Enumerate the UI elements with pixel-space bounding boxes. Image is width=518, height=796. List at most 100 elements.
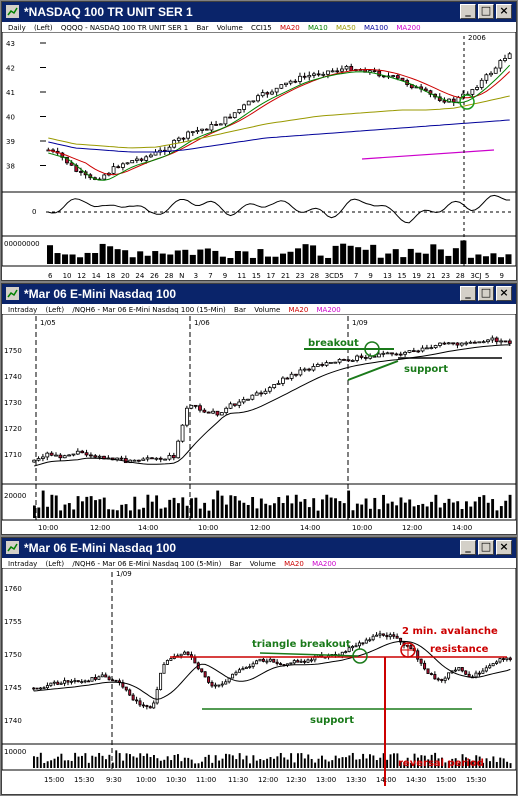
chart-legend: Daily (Left) QQQQ - NASDAQ 100 TR UNIT S… xyxy=(8,24,427,32)
candle-up xyxy=(217,684,221,687)
candle-down xyxy=(49,452,54,456)
volume-bar xyxy=(167,254,174,264)
volume-bar xyxy=(98,752,101,768)
candle-up xyxy=(125,162,130,165)
window-15min-nq: *Mar 06 E-Mini Nasdaq 100 _ □ × Intraday… xyxy=(1,283,517,535)
volume-bar xyxy=(194,763,197,768)
minimize-button[interactable]: _ xyxy=(460,4,476,19)
candle-down xyxy=(385,634,389,638)
volume-bar xyxy=(395,505,399,518)
candle-up xyxy=(292,660,296,664)
volume-bar xyxy=(50,494,54,518)
x-tick-label: 13:00 xyxy=(316,776,336,784)
candle-up xyxy=(309,659,313,662)
maximize-button[interactable]: □ xyxy=(478,4,494,19)
volume-bar xyxy=(242,251,249,264)
x-tick-label: 28 xyxy=(165,272,174,280)
candle-up xyxy=(388,634,392,638)
volume-bar xyxy=(413,753,416,768)
volume-bar xyxy=(351,752,354,768)
volume-bar xyxy=(122,760,125,768)
x-tick-label: 28 xyxy=(456,272,465,280)
volume-bar xyxy=(469,506,473,518)
volume-bar xyxy=(345,757,347,768)
minimize-button[interactable]: _ xyxy=(460,540,476,555)
candle-up xyxy=(391,75,396,78)
candle-up xyxy=(52,681,56,684)
volume-bar xyxy=(150,501,154,518)
candle-down xyxy=(501,658,505,660)
close-button[interactable]: × xyxy=(496,4,512,19)
volume-bar xyxy=(351,510,355,518)
candle-down xyxy=(399,637,403,643)
title-bar[interactable]: *Mar 06 E-Mini Nasdaq 100 _ □ × xyxy=(2,284,516,304)
candle-up xyxy=(302,368,307,371)
volume-bar xyxy=(41,490,45,518)
volume-bar xyxy=(314,762,317,768)
candle-up xyxy=(154,457,159,460)
volume-bar xyxy=(382,753,385,768)
price-pane xyxy=(2,568,516,745)
candle-up xyxy=(148,154,153,158)
candle-up xyxy=(102,174,107,180)
candle-down xyxy=(416,350,421,353)
minimize-button[interactable]: _ xyxy=(460,286,476,301)
candle-down xyxy=(76,680,80,683)
volume-bar xyxy=(325,494,329,518)
candle-up xyxy=(155,689,159,704)
volume-bar xyxy=(482,495,486,518)
volume-bar xyxy=(373,497,377,518)
candle-down xyxy=(193,404,198,407)
volume-bar xyxy=(84,753,87,768)
volume-bar xyxy=(39,752,42,768)
volume-bar xyxy=(489,761,491,768)
candle-down xyxy=(210,681,214,687)
maximize-button[interactable]: □ xyxy=(478,540,494,555)
volume-bar xyxy=(348,755,351,768)
candle-down xyxy=(440,678,444,681)
volume-bar xyxy=(441,757,443,768)
title-bar[interactable]: *Mar 06 E-Mini Nasdaq 100 _ □ × xyxy=(2,538,516,558)
title-bar[interactable]: *NASDAQ 100 TR UNIT SER 1 _ □ × xyxy=(2,2,516,22)
candle-up xyxy=(347,647,351,653)
close-button[interactable]: × xyxy=(496,540,512,555)
candle-up xyxy=(200,128,205,131)
volume-bar xyxy=(203,502,207,518)
volume-bar xyxy=(231,755,234,768)
close-button[interactable]: × xyxy=(496,286,512,301)
candle-up xyxy=(486,339,490,343)
volume-bar xyxy=(417,757,419,768)
candle-up xyxy=(220,683,224,686)
volume-bar xyxy=(133,496,137,518)
candle-up xyxy=(45,452,50,458)
maximize-button[interactable]: □ xyxy=(478,286,494,301)
candle-down xyxy=(296,660,300,663)
volume-bar xyxy=(118,753,121,768)
volume-bar xyxy=(422,253,429,264)
candle-down xyxy=(423,662,427,670)
candle-down xyxy=(107,676,111,681)
volume-bar xyxy=(225,753,227,768)
candle-up xyxy=(333,361,338,364)
volume-bar xyxy=(447,498,451,518)
volume-bar xyxy=(94,500,97,518)
volume-bar xyxy=(259,498,263,518)
candle-down xyxy=(436,678,440,681)
volume-bar xyxy=(451,758,454,768)
volume-bar xyxy=(46,506,49,518)
legend-volume: Volume xyxy=(216,24,243,32)
candle-up xyxy=(281,377,285,384)
candle-up xyxy=(176,137,181,141)
x-tick-label: 10:00 xyxy=(136,776,156,784)
volume-bar xyxy=(101,755,104,768)
x-tick-label: 3 xyxy=(194,272,198,280)
x-tick-label: 23 xyxy=(441,272,450,280)
candle-up xyxy=(490,337,495,341)
x-tick-label: 21 xyxy=(281,272,290,280)
volume-bar xyxy=(163,759,166,768)
volume-bar xyxy=(242,502,246,518)
volume-bar xyxy=(364,498,368,518)
legend-style: Bar xyxy=(234,306,247,314)
volume-bar xyxy=(475,755,478,768)
volume-bar xyxy=(37,507,41,518)
